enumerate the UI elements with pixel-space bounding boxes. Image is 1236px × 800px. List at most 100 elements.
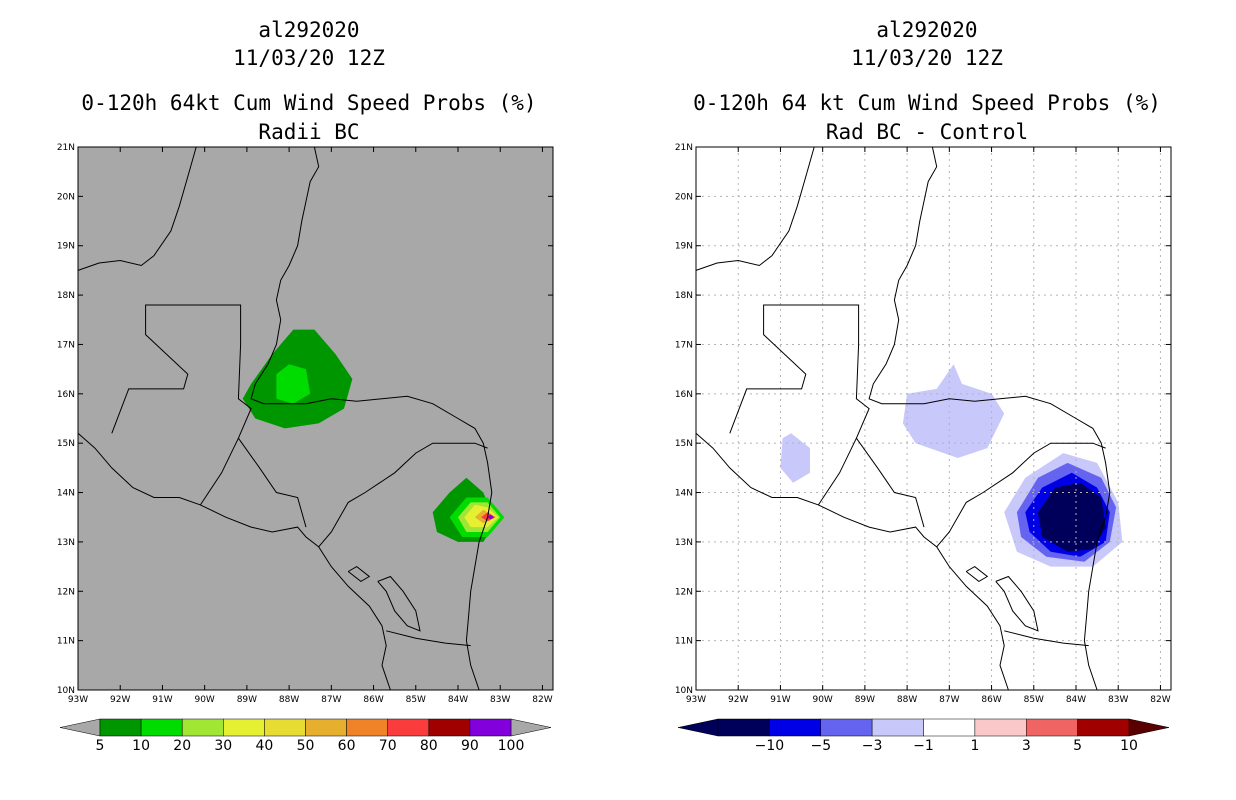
map-border <box>695 146 1172 691</box>
lat-label: 13N <box>57 538 75 548</box>
colorbar-swatch <box>820 718 873 737</box>
left-title-subtitle: Radii BC <box>258 120 360 144</box>
coastline-border <box>855 437 925 528</box>
diff-minus1-contour-honduras <box>902 364 1005 458</box>
lat-label: 15N <box>675 439 693 449</box>
coastline-border <box>868 146 1111 691</box>
coastline-border <box>318 442 488 548</box>
lon-label: 92W <box>110 695 130 705</box>
lat-label: 21N <box>57 143 75 153</box>
colorbar-swatch <box>387 718 430 737</box>
colorbar-swatch <box>346 718 388 737</box>
lake-managua <box>965 565 989 583</box>
lat-label: 14N <box>57 489 75 499</box>
lon-label: 84W <box>1066 695 1086 705</box>
lat-label: 12N <box>675 587 693 597</box>
colorbar-left-arrow <box>677 718 719 737</box>
left-title-datetime: 11/03/20 12Z <box>233 46 385 70</box>
colorbar-swatch <box>974 718 1027 737</box>
colorbar-label: 20 <box>173 738 191 754</box>
lat-label: 16N <box>57 390 75 400</box>
map-border <box>77 146 554 691</box>
lon-label: 86W <box>981 695 1001 705</box>
left-map-frame: 10N 11N 12N 13N 14N 15N 16N 17N 18N 19N 20N 21N 93W 9… <box>57 143 554 705</box>
prob-10-contour <box>276 364 311 404</box>
colorbar-swatch <box>99 718 142 737</box>
colorbar-swatch <box>769 718 821 737</box>
lat-label: 12N <box>57 587 75 597</box>
coastline-border <box>695 146 815 271</box>
coastline-border <box>250 146 493 691</box>
colorbar-label: 40 <box>255 738 273 754</box>
lat-label: 20N <box>675 192 693 202</box>
colorbar-label: −3 <box>862 738 883 754</box>
right-panel: al292020 11/03/20 12Z 0-120h 64 kt Cum W… <box>618 0 1236 800</box>
colorbar-left-arrow <box>59 718 101 737</box>
lon-label: 90W <box>812 695 832 705</box>
lon-label: 82W <box>1150 695 1170 705</box>
coastline-border <box>695 432 1009 691</box>
lat-label: 11N <box>57 637 75 647</box>
lon-label: 87W <box>321 695 341 705</box>
colorbar-right-arrow <box>1128 718 1170 737</box>
coastline-border <box>1004 630 1089 647</box>
right-title-datetime: 11/03/20 12Z <box>851 46 1003 70</box>
colorbar-label: 3 <box>1022 738 1031 754</box>
colorbar-swatch <box>264 718 306 737</box>
right-title-product: 0-120h 64 kt Cum Wind Speed Probs (%) <box>693 91 1161 115</box>
right-title-storm-id: al292020 <box>876 18 978 42</box>
coastline-border <box>237 437 307 528</box>
lat-label: 16N <box>675 390 693 400</box>
colorbar-swatch <box>181 718 224 737</box>
lat-label: 15N <box>57 439 75 449</box>
lake-nicaragua <box>995 575 1039 632</box>
lon-label: 89W <box>237 695 257 705</box>
lon-label: 87W <box>939 695 959 705</box>
right-title-subtitle: Rad BC - Control <box>825 120 1029 144</box>
lat-label: 19N <box>57 242 75 252</box>
lon-label: 93W <box>686 695 706 705</box>
lon-label: 86W <box>363 695 383 705</box>
lat-label: 18N <box>675 291 693 301</box>
lon-label: 91W <box>152 695 172 705</box>
lat-label: 17N <box>57 340 75 350</box>
left-colorbar: 5 10 20 30 40 50 60 70 80 90 100 <box>59 718 552 754</box>
colorbar-label: 5 <box>96 738 105 754</box>
lon-label: 85W <box>1024 695 1044 705</box>
left-title-product: 0-120h 64kt Cum Wind Speed Probs (%) <box>81 91 537 115</box>
lon-label: 92W <box>728 695 748 705</box>
right-map-frame: 10N 11N 12N 13N 14N 15N 16N 17N 18N 19N 20N 21N 93W 9… <box>675 143 1172 705</box>
coastline-border <box>77 146 197 271</box>
lon-label: 83W <box>490 695 510 705</box>
lon-label: 84W <box>448 695 468 705</box>
colorbar-label: −1 <box>913 738 934 754</box>
colorbar-label: −10 <box>755 738 785 754</box>
lat-label: 20N <box>57 192 75 202</box>
coastline-border <box>77 432 391 691</box>
lat-label: 17N <box>675 340 693 350</box>
lat-label: 13N <box>675 538 693 548</box>
lake-managua <box>347 565 371 583</box>
lat-label: 18N <box>57 291 75 301</box>
colorbar-label: 50 <box>297 738 315 754</box>
colorbar-label: 5 <box>1073 738 1082 754</box>
colorbar-label: 60 <box>338 738 356 754</box>
colorbar-swatch <box>223 718 265 737</box>
colorbar-swatch <box>717 718 770 737</box>
colorbar-right-arrow <box>510 718 552 737</box>
lat-label: 14N <box>675 489 693 499</box>
left-map: 10N 11N 12N 13N 14N 15N 16N 17N 18N 19N 20N 21N 93W 9… <box>57 143 554 754</box>
colorbar-swatch <box>305 718 347 737</box>
lon-label: 88W <box>279 695 299 705</box>
lake-nicaragua <box>377 575 421 632</box>
colorbar-swatch <box>923 718 976 737</box>
lon-label: 91W <box>770 695 790 705</box>
colorbar-label: 10 <box>132 738 150 754</box>
colorbar-label: 10 <box>1120 738 1138 754</box>
diff-minus1-contour-west <box>780 433 810 483</box>
lon-label: 89W <box>855 695 875 705</box>
lat-label: 10N <box>675 686 693 696</box>
prob-90-contour <box>486 514 494 520</box>
lon-label: 90W <box>194 695 214 705</box>
colorbar-label: −5 <box>810 738 831 754</box>
